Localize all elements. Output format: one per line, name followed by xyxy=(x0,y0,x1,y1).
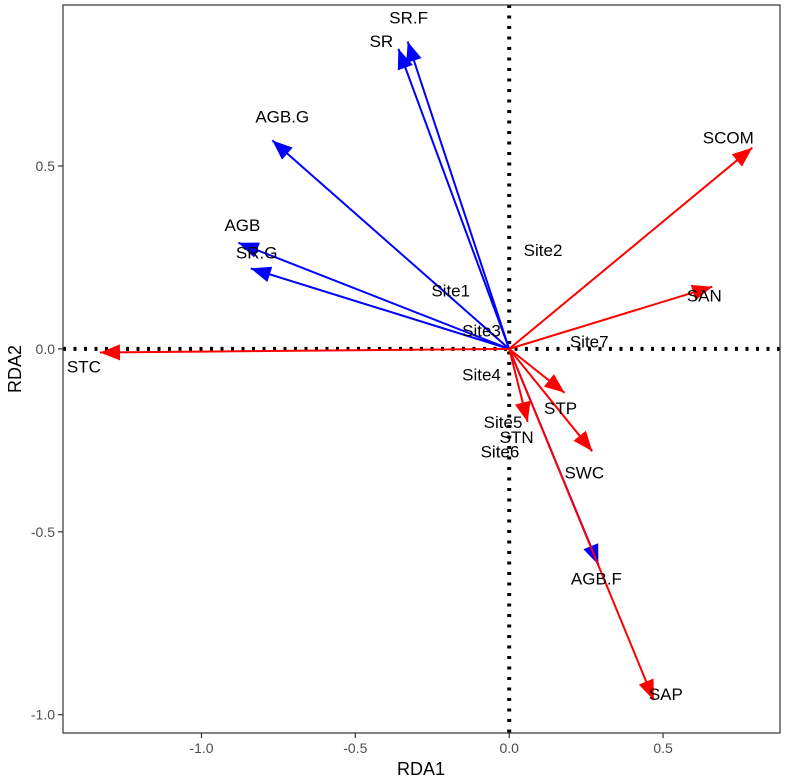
y-tick-label: 0.5 xyxy=(36,158,56,174)
site-label-site2: Site2 xyxy=(524,241,563,260)
x-tick-label: -1.0 xyxy=(189,740,213,756)
site-label-site7: Site7 xyxy=(570,333,609,352)
vector-line-sap xyxy=(508,348,655,701)
site-label-site5: Site5 xyxy=(484,413,523,432)
vector-arrowhead-agb xyxy=(238,242,260,258)
site-label-site6: Site6 xyxy=(481,442,520,461)
vector-arrowhead-san xyxy=(690,284,713,301)
x-tick-label: 0.5 xyxy=(653,740,673,756)
vector-line-sr-g xyxy=(250,267,510,350)
site-label-site1: Site1 xyxy=(431,281,470,300)
vector-arrowhead-sr-g xyxy=(250,266,273,282)
y-tick-label: 0.0 xyxy=(36,341,56,357)
vector-label-sr-g: SR.G xyxy=(236,243,278,262)
vector-arrows xyxy=(99,41,753,701)
vector-arrowhead-sr-f xyxy=(406,41,422,64)
vector-label-agb: AGB xyxy=(224,216,260,235)
vector-line-agb xyxy=(238,241,510,350)
vector-line-san xyxy=(508,285,713,350)
vector-arrowhead-stp xyxy=(543,374,565,393)
vector-arrowhead-agb-f xyxy=(583,543,599,565)
vector-line-scom xyxy=(508,146,753,350)
vector-label-swc: SWC xyxy=(564,463,604,482)
vector-line-agb-g xyxy=(271,139,510,350)
x-axis-title: RDA1 xyxy=(397,759,445,779)
vector-label-sr: SR xyxy=(370,32,394,51)
x-tick-label: 0.0 xyxy=(499,740,519,756)
vector-line-sr-f xyxy=(406,41,511,350)
vector-line-stc xyxy=(99,347,510,354)
axes: -1.0 -0.5 0.0 0.5 -1.0 -0.5 0.0 0.5 xyxy=(31,158,673,756)
vector-label-sap: SAP xyxy=(649,685,683,704)
vector-labels: SR.FSRAGB.GAGBSR.GAGB.FSCOMSANSTCSTPSTNS… xyxy=(67,9,754,704)
vector-arrowhead-sr xyxy=(397,48,413,71)
vector-label-agb-f: AGB.F xyxy=(571,570,622,589)
vector-arrowhead-swc xyxy=(573,430,593,452)
vector-arrowhead-stn xyxy=(515,400,531,422)
vector-line-sr xyxy=(397,48,511,350)
vector-arrowhead-agb-g xyxy=(272,140,293,160)
vector-arrowhead-scom xyxy=(731,147,753,167)
y-tick-label: -0.5 xyxy=(31,524,55,540)
site-label-site3: Site3 xyxy=(462,322,501,341)
vector-line-swc xyxy=(508,348,594,452)
vector-label-stn: STN xyxy=(500,428,534,447)
site-label-site4: Site4 xyxy=(462,365,501,384)
vector-label-scom: SCOM xyxy=(703,129,754,148)
vector-label-stc: STC xyxy=(67,358,101,377)
vector-label-sr-f: SR.F xyxy=(389,9,428,28)
vector-label-stp: STP xyxy=(544,399,577,418)
vector-arrowhead-sap xyxy=(638,678,654,701)
x-tick-label: -0.5 xyxy=(343,740,367,756)
site-labels: Site1 Site2 Site3 Site4 Site5 Site6 Site7 xyxy=(431,241,608,461)
vector-arrowhead-stc xyxy=(99,344,120,361)
plot-panel-border xyxy=(62,4,781,734)
y-tick-label: -1.0 xyxy=(31,707,55,723)
vector-label-agb-g: AGB.G xyxy=(255,107,309,126)
y-axis-title: RDA2 xyxy=(5,345,25,393)
vector-label-san: SAN xyxy=(687,287,722,306)
